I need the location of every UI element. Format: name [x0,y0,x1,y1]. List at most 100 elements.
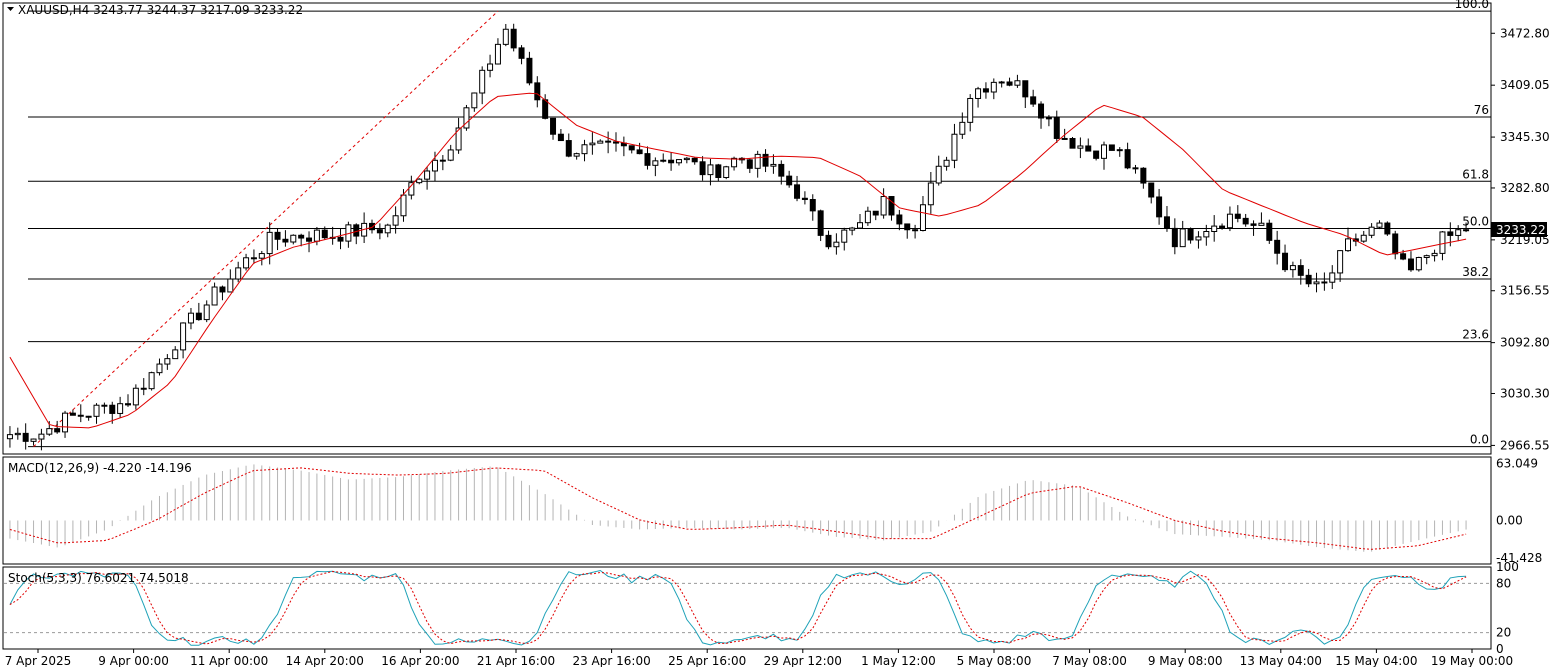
candle [1329,272,1336,283]
candle [707,164,714,176]
candle [1061,137,1068,140]
time-tick-label: 11 Apr 00:00 [190,654,268,667]
candle [1274,239,1281,254]
candle [770,163,777,167]
candle [298,234,305,239]
candle [1116,149,1123,152]
candle [321,229,328,239]
candle [896,214,903,225]
candle [668,159,675,164]
current-price-label: 3233.22 [1496,223,1546,237]
candle [526,57,533,84]
candle [510,28,517,49]
candle [809,199,816,212]
candle [1069,138,1076,149]
time-tick-label: 5 May 08:00 [957,654,1032,667]
candle [408,182,415,196]
price-tick-label: 3156.55 [1500,284,1550,298]
candle [794,184,801,199]
candle [1400,253,1407,260]
candle [990,81,997,93]
candle [534,82,541,101]
candle [1360,234,1367,242]
macd-tick-label: 0.00 [1496,513,1523,527]
time-tick-label: 7 Apr 2025 [5,654,72,667]
candle [1163,216,1170,229]
candle [376,229,383,234]
candle [982,88,989,93]
current-price-tag [1491,222,1547,237]
candle [14,432,21,436]
candle [164,358,171,365]
candle [384,224,391,234]
candle [754,153,761,169]
candle [518,47,525,59]
candle [211,286,218,306]
candle [85,415,92,418]
candle [250,257,257,260]
candle [927,182,934,206]
candle [935,165,942,184]
candle [801,197,808,201]
candle [274,231,281,240]
fib-trend-line[interactable] [33,10,499,448]
candle [156,363,163,374]
candle [1384,222,1391,235]
candle [557,133,564,142]
candle [1132,167,1139,170]
candle [1407,258,1414,271]
candle [219,286,226,293]
candle [1093,150,1100,159]
candle [1345,238,1351,252]
price-tick-label: 3030.30 [1500,387,1550,401]
candle [502,28,509,45]
candle [628,145,635,151]
candle [400,194,407,217]
candle [1423,255,1430,258]
candle [479,69,486,94]
candle [54,428,61,433]
candle [132,387,139,406]
candle [652,160,659,166]
candle [1211,225,1218,232]
candle [1053,117,1060,139]
stochastic-indicator: 100 80 20 0 [4,560,1519,656]
candle [243,257,250,269]
candle [581,144,588,155]
candle [392,215,399,226]
candle [258,253,265,259]
candlestick-series [6,23,1470,451]
candle [1085,145,1092,152]
dropdown-triangle-icon[interactable] [7,7,14,11]
time-tick-label: 23 Apr 16:00 [572,654,650,667]
candle [1195,236,1202,241]
candle [723,166,730,179]
time-tick-label: 13 May 04:00 [1240,654,1322,667]
candle [888,196,895,216]
stoch-tick-label: 0 [1496,642,1504,656]
time-tick-label: 7 May 08:00 [1052,654,1127,667]
candle [998,81,1005,84]
candle [589,142,596,146]
candle [93,404,100,417]
macd-pane [2,456,1492,565]
candle [313,229,320,242]
candle [6,434,13,440]
candle [919,204,926,232]
candle [1242,217,1249,225]
time-tick-label: 25 Apr 16:00 [668,654,746,667]
time-tick-label: 29 Apr 12:00 [764,654,842,667]
candle [1219,225,1226,229]
candle [675,159,682,164]
candle [778,163,785,177]
stoch-tick-label: 20 [1496,626,1511,640]
candle [715,164,722,179]
candle [605,140,612,143]
candle [841,229,848,243]
candle [1077,145,1084,149]
candle [1392,233,1399,255]
candle [101,404,108,407]
candle [1030,96,1037,105]
candle [125,403,131,406]
